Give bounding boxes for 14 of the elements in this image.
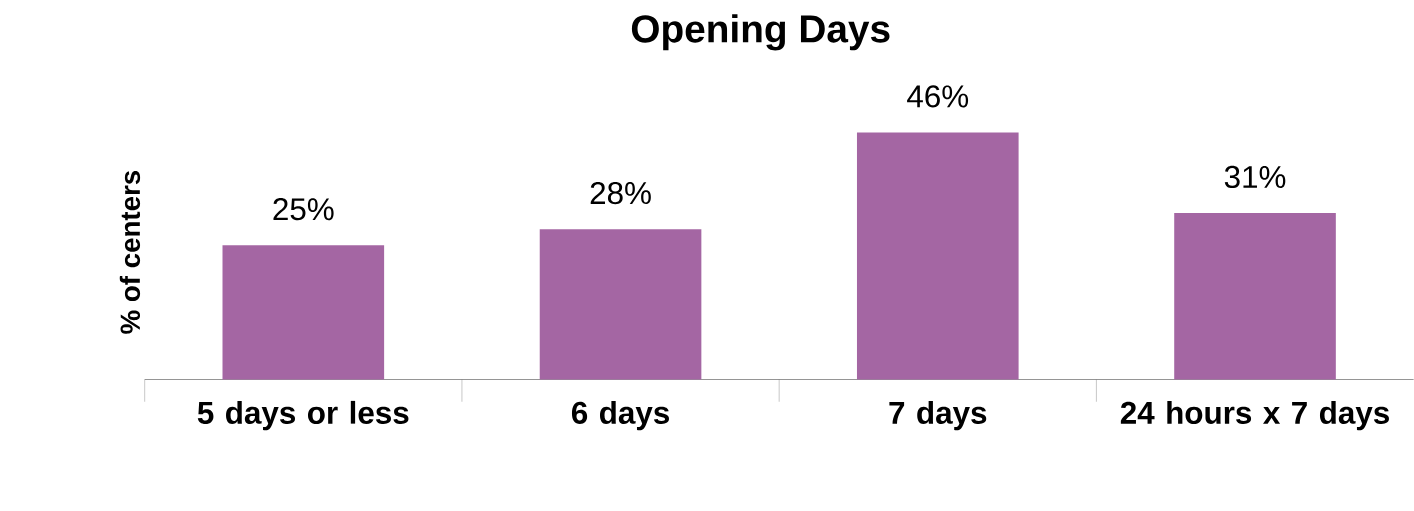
bar (539, 229, 702, 380)
chart-title: Opening Days (631, 14, 890, 51)
data-label: 46% (907, 85, 969, 108)
x-tick-label: 6 days (571, 401, 669, 431)
x-tick-label: 24 hours x 7 days (1120, 401, 1389, 431)
data-label: 28% (590, 182, 651, 205)
bar (222, 245, 385, 380)
x-tick-label: 5 days or less (197, 401, 409, 431)
bar (1174, 213, 1336, 380)
x-tick-label: 7 days (889, 401, 987, 431)
y-axis-title: % of centers (119, 171, 141, 334)
data-label: 31% (1224, 166, 1286, 189)
data-label: 25% (273, 198, 334, 221)
bar (856, 132, 1019, 380)
